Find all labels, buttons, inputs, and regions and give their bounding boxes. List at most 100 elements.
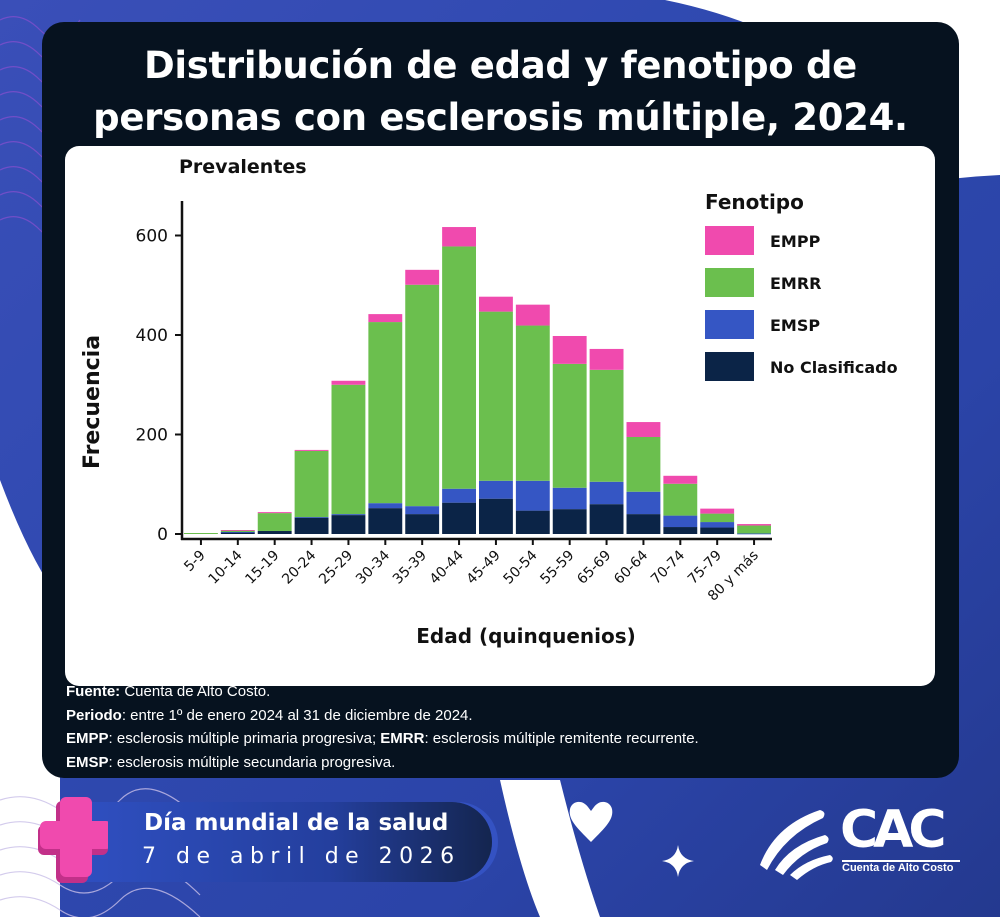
chart-title: Prevalentes xyxy=(179,156,307,178)
bar-segment-no-clasificado xyxy=(479,498,513,534)
x-tick-label: 50-54 xyxy=(501,547,541,587)
bar-segment-emsp xyxy=(589,481,624,505)
bar-segment-emrr xyxy=(294,450,329,518)
bar-segment-empp xyxy=(257,512,292,514)
event-banner: Día mundial de la salud 7 de abril de 20… xyxy=(84,802,492,882)
bar-segment-emrr xyxy=(589,369,624,482)
legend-title: Fenotipo xyxy=(705,190,804,214)
page-title: Distribución de edad y fenotipo de perso… xyxy=(42,40,959,144)
bar-segment-emsp xyxy=(737,533,771,535)
bar-segment-emsp xyxy=(663,515,698,528)
bar-segment-emrr xyxy=(700,513,735,523)
sparkle-icon xyxy=(662,845,694,877)
bar-segment-empp xyxy=(479,296,513,312)
bar-segment-emsp xyxy=(479,480,513,499)
note-emsp: EMSP: esclerosis múltiple secundaria pro… xyxy=(66,751,699,775)
note-emsp-label: EMSP xyxy=(66,753,109,771)
x-tick-label: 65-69 xyxy=(574,548,614,588)
bar-segment-no-clasificado xyxy=(405,514,440,534)
bar-segment-emrr xyxy=(368,322,403,504)
x-axis-label: Edad (quinquenios) xyxy=(416,624,636,648)
legend-swatch-emrr xyxy=(705,268,754,297)
bar-segment-empp xyxy=(626,422,661,437)
bar-segment-emsp xyxy=(220,532,255,533)
legend-swatch-no-clasificado xyxy=(705,352,754,381)
bar-segment-emsp xyxy=(294,517,329,518)
bar-segment-emrr xyxy=(515,325,550,481)
title-line-1: Distribución de edad y fenotipo de xyxy=(144,44,857,87)
stacked-bar-chart: Prevalentes Frecuencia Edad (quinquenios… xyxy=(80,156,898,648)
bar-segment-emrr xyxy=(626,436,661,492)
bar-segment-emsp xyxy=(368,503,403,509)
bar-segment-empp xyxy=(737,524,771,526)
x-tick-label: 25-29 xyxy=(316,548,356,588)
legend-label: EMPP xyxy=(770,232,821,251)
bar-segment-empp xyxy=(294,449,329,451)
bar-segment-empp xyxy=(589,348,624,370)
bar-segment-no-clasificado xyxy=(257,531,292,534)
note-source-text: Cuenta de Alto Costo. xyxy=(120,683,271,700)
legend-label: EMSP xyxy=(770,316,820,335)
bar-segment-no-clasificado xyxy=(515,510,550,534)
bar-segment-emrr xyxy=(331,384,366,515)
x-tick-label: 40-44 xyxy=(427,547,467,587)
x-tick-label: 5-9 xyxy=(181,548,208,575)
bar-segment-emrr xyxy=(663,483,698,516)
bar-segment-emrr xyxy=(737,525,771,534)
y-tick-label: 200 xyxy=(136,426,168,446)
y-axis-label: Frecuencia xyxy=(80,335,105,469)
bar-segment-empp xyxy=(220,530,255,531)
bar-segment-emrr xyxy=(442,246,476,489)
title-line-2: personas con esclerosis múltiple, 2024. xyxy=(93,96,908,139)
legend-swatch-empp xyxy=(705,226,754,255)
bar-segment-no-clasificado xyxy=(700,527,735,534)
cac-logo-subtitle: Cuenta de Alto Costo xyxy=(842,862,954,874)
bar-segment-no-clasificado xyxy=(552,509,587,534)
legend-swatch-emsp xyxy=(705,310,754,339)
bar-segment-no-clasificado xyxy=(442,502,476,534)
bar-segment-no-clasificado xyxy=(331,515,366,534)
x-tick-label: 20-24 xyxy=(279,547,319,587)
note-empp-label: EMPP xyxy=(66,730,109,747)
note-period: Periodo: entre 1º de enero 2024 al 31 de… xyxy=(66,704,699,728)
bar-segment-emrr xyxy=(184,533,218,534)
legend-label: EMRR xyxy=(770,274,822,293)
x-tick-label: 55-59 xyxy=(537,548,577,588)
bar-segment-emrr xyxy=(220,530,255,533)
event-title: Día mundial de la salud xyxy=(144,810,449,836)
bars xyxy=(184,227,771,535)
note-abbreviations: EMPP: esclerosis múltiple primaria progr… xyxy=(66,727,699,751)
bar-segment-emsp xyxy=(331,514,366,516)
bar-segment-emsp xyxy=(515,480,550,511)
x-tick-label: 60-64 xyxy=(611,547,651,587)
bar-segment-emsp xyxy=(442,488,476,503)
bar-segment-no-clasificado xyxy=(663,527,698,534)
note-source-label: Fuente: xyxy=(66,683,121,700)
x-tick-label: 45-49 xyxy=(464,548,504,588)
bar-segment-empp xyxy=(663,475,698,484)
x-tick-label: 35-39 xyxy=(390,548,430,588)
x-tick-label: 15-19 xyxy=(242,548,282,588)
logo-divider xyxy=(842,860,960,862)
note-emrr-label: EMRR xyxy=(380,730,425,747)
cac-logo-swoosh-icon xyxy=(760,810,833,880)
x-tick-label: 30-34 xyxy=(353,547,393,587)
cac-logo-text: CAC xyxy=(840,800,947,860)
bar-segment-empp xyxy=(700,508,735,514)
bar-segment-no-clasificado xyxy=(589,504,624,534)
note-empp-text: : esclerosis múltiple primaria progresiv… xyxy=(108,730,381,747)
plus-cross-icon xyxy=(38,797,108,883)
x-tick-label: 70-74 xyxy=(648,547,688,587)
bar-segment-emsp xyxy=(552,487,587,510)
bar-segment-no-clasificado xyxy=(220,532,255,534)
y-tick-label: 0 xyxy=(157,525,168,545)
bar-segment-empp xyxy=(331,380,366,385)
note-period-label: Periodo xyxy=(66,706,122,724)
bar-segment-empp xyxy=(552,335,587,364)
legend: Fenotipo EMPP EMRR EMSP No Clasificado xyxy=(705,190,898,381)
bar-segment-emrr xyxy=(479,311,513,481)
bar-segment-empp xyxy=(515,304,550,326)
legend-label: No Clasificado xyxy=(770,358,898,377)
notes: Fuente: Cuenta de Alto Costo. Periodo: e… xyxy=(66,680,699,774)
event-date: 7 de abril de 2026 xyxy=(142,844,461,869)
